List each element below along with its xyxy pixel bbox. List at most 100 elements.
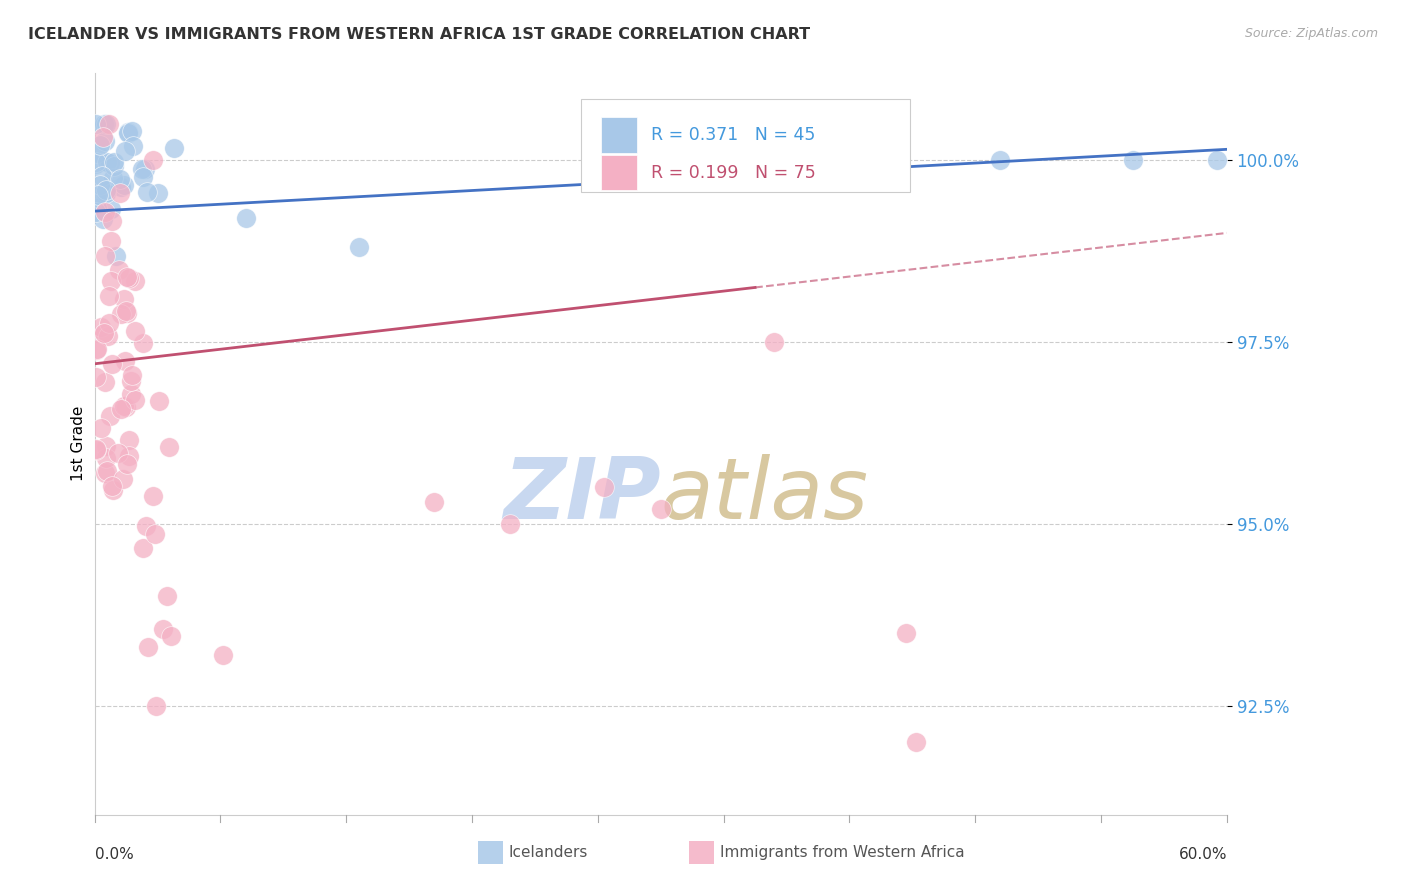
Text: R = 0.371   N = 45: R = 0.371 N = 45 xyxy=(651,126,815,144)
Point xyxy=(124,274,146,288)
Point xyxy=(105,249,128,263)
Point xyxy=(148,394,170,409)
Point xyxy=(103,159,125,173)
Point xyxy=(96,464,118,478)
Point xyxy=(107,263,129,277)
Point xyxy=(145,698,167,713)
Point xyxy=(115,400,138,414)
Point xyxy=(86,146,108,161)
Point xyxy=(84,343,107,357)
Point xyxy=(990,153,1012,168)
Text: 0.0%: 0.0% xyxy=(94,847,134,863)
Point xyxy=(86,117,108,131)
Bar xyxy=(600,117,637,153)
Point xyxy=(87,187,110,202)
Point xyxy=(117,125,139,139)
Point xyxy=(115,270,138,285)
Point xyxy=(152,622,174,636)
Point xyxy=(98,288,121,302)
Point xyxy=(86,155,108,169)
Point xyxy=(94,117,117,131)
Point xyxy=(93,327,115,342)
Point xyxy=(93,326,115,340)
Point xyxy=(142,153,165,167)
Point xyxy=(94,205,117,219)
Point xyxy=(100,274,122,288)
Point xyxy=(97,117,120,131)
Text: ICELANDER VS IMMIGRANTS FROM WESTERN AFRICA 1ST GRADE CORRELATION CHART: ICELANDER VS IMMIGRANTS FROM WESTERN AFR… xyxy=(28,27,810,42)
Point xyxy=(114,354,136,368)
Point xyxy=(904,735,927,749)
Point xyxy=(499,516,522,531)
Point xyxy=(89,178,111,192)
Point xyxy=(1206,153,1229,168)
Point xyxy=(101,483,124,498)
Point xyxy=(134,161,156,176)
Point xyxy=(96,186,118,201)
Point xyxy=(100,202,122,217)
Point xyxy=(103,154,125,169)
Point xyxy=(235,211,257,226)
Point xyxy=(96,450,118,465)
Point xyxy=(132,336,155,351)
Point xyxy=(86,342,108,356)
Point xyxy=(131,161,153,176)
Point xyxy=(94,135,117,149)
Bar xyxy=(600,155,637,190)
Point xyxy=(858,153,880,168)
Point xyxy=(101,358,124,372)
Point xyxy=(142,489,165,503)
Point xyxy=(90,319,112,334)
Point xyxy=(100,235,122,249)
Text: Immigrants from Western Africa: Immigrants from Western Africa xyxy=(720,846,965,861)
Point xyxy=(107,446,129,460)
Point xyxy=(110,307,132,321)
Point xyxy=(593,480,616,494)
Point xyxy=(94,440,117,454)
Point xyxy=(84,442,107,457)
Point xyxy=(121,123,143,137)
Point xyxy=(98,155,121,169)
Point xyxy=(86,190,108,204)
Point xyxy=(84,443,107,458)
Point xyxy=(93,376,115,390)
Point xyxy=(132,541,155,555)
Point xyxy=(93,117,115,131)
Point xyxy=(135,519,157,533)
Point xyxy=(112,292,135,306)
Point xyxy=(117,457,139,471)
Point xyxy=(118,271,141,285)
Point xyxy=(98,316,121,330)
Point xyxy=(96,155,118,169)
Point xyxy=(112,178,135,192)
Point xyxy=(108,172,131,186)
Point xyxy=(118,433,141,447)
Point xyxy=(110,180,132,194)
Point xyxy=(138,640,160,654)
Point xyxy=(90,421,112,435)
Point xyxy=(98,409,121,424)
Point xyxy=(159,629,181,643)
Point xyxy=(101,171,124,186)
Point xyxy=(115,305,138,319)
Point xyxy=(423,495,446,509)
Text: 60.0%: 60.0% xyxy=(1178,847,1227,863)
Text: atlas: atlas xyxy=(661,454,869,537)
Point xyxy=(100,479,122,493)
Point xyxy=(1121,153,1143,168)
Point xyxy=(762,334,785,349)
Point xyxy=(122,139,145,153)
Point xyxy=(120,374,142,388)
Point xyxy=(146,186,169,201)
Point xyxy=(101,214,124,228)
Point xyxy=(97,329,120,343)
Point xyxy=(84,369,107,384)
Point xyxy=(94,467,117,481)
Point xyxy=(157,441,180,455)
Y-axis label: 1st Grade: 1st Grade xyxy=(72,406,86,482)
Point xyxy=(114,145,136,159)
Point xyxy=(108,186,131,200)
Point xyxy=(110,402,132,417)
Point xyxy=(112,399,135,413)
Point xyxy=(347,240,370,254)
